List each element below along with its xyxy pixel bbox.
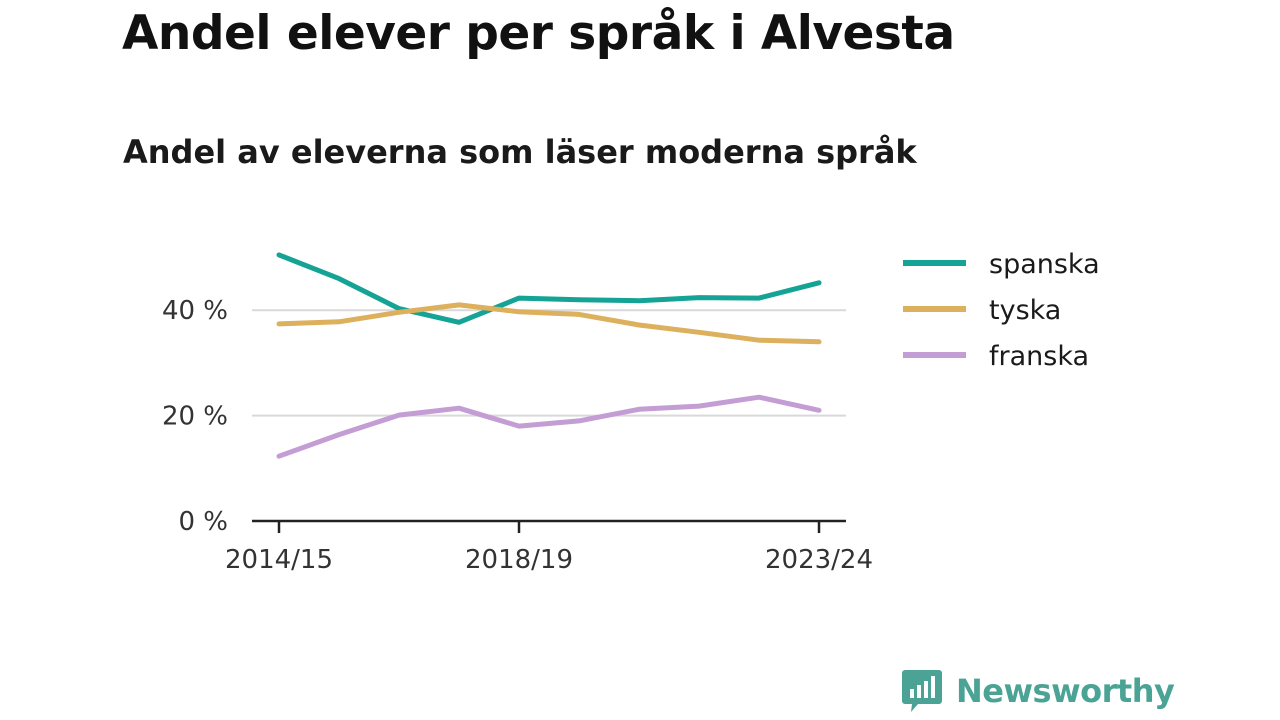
bar-chart-speech-bubble-icon [902,670,942,712]
y-tick-label: 20 % [162,402,228,432]
x-tick-label: 2023/24 [765,545,873,575]
y-tick-label: 0 % [178,507,228,537]
x-axis-labels: 2014/15 2018/19 2023/24 [225,545,873,575]
legend-label-franska: franska [989,341,1089,372]
series-lines [276,252,822,459]
chart-title: Andel elever per språk i Alvesta [122,6,955,61]
y-tick-label: 40 % [162,296,228,326]
newsworthy-logo: Newsworthy [902,670,1175,712]
brand-name: Newsworthy [956,672,1175,710]
x-tick-label: 2014/15 [225,545,333,575]
legend-label-tyska: tyska [989,295,1061,326]
legend-label-spanska: spanska [989,249,1100,280]
series-line-tyska [276,302,822,345]
series-line-franska [276,394,822,459]
x-tick-label: 2018/19 [465,545,573,575]
chart-subtitle: Andel av eleverna som läser moderna språ… [123,133,917,171]
x-axis [252,519,846,533]
legend: spanska tyska franska [903,249,1100,372]
grid-lines [252,309,846,417]
series-line-spanska [276,252,822,325]
y-axis-labels: 0 % 20 % 40 % [162,296,228,537]
